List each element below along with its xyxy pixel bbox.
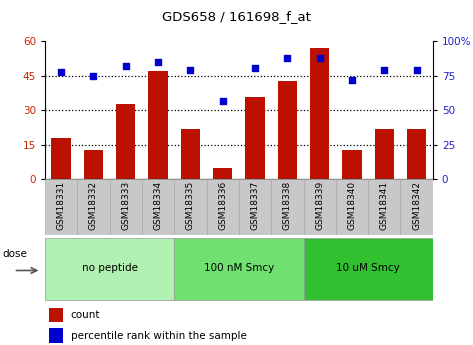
Bar: [368, 179, 401, 235]
Text: GSM18339: GSM18339: [315, 181, 324, 230]
Bar: [84, 149, 103, 179]
Bar: [110, 179, 142, 235]
Text: GSM18340: GSM18340: [348, 181, 357, 230]
Point: [316, 55, 324, 61]
Text: GSM18335: GSM18335: [186, 181, 195, 230]
Bar: [375, 129, 394, 179]
Point: [154, 59, 162, 65]
Text: GSM18331: GSM18331: [57, 181, 66, 230]
Bar: [239, 179, 271, 235]
Point: [57, 69, 65, 75]
Text: GSM18334: GSM18334: [154, 181, 163, 230]
Bar: [45, 238, 174, 300]
Point: [413, 68, 420, 73]
Bar: [174, 238, 304, 300]
Text: 100 nM Smcy: 100 nM Smcy: [204, 263, 274, 273]
Text: percentile rank within the sample: percentile rank within the sample: [70, 331, 246, 341]
Point: [90, 73, 97, 79]
Bar: [304, 179, 336, 235]
Text: GSM18337: GSM18337: [251, 181, 260, 230]
Bar: [142, 179, 174, 235]
Bar: [181, 129, 200, 179]
Point: [251, 65, 259, 70]
Point: [186, 68, 194, 73]
Bar: [304, 238, 433, 300]
Text: count: count: [70, 310, 100, 320]
Text: GSM18342: GSM18342: [412, 181, 421, 230]
Bar: [401, 179, 433, 235]
Bar: [45, 179, 77, 235]
Bar: [310, 48, 329, 179]
Bar: [49, 308, 63, 322]
Text: GSM18338: GSM18338: [283, 181, 292, 230]
Bar: [77, 179, 110, 235]
Text: no peptide: no peptide: [81, 263, 138, 273]
Text: dose: dose: [2, 249, 27, 259]
Point: [284, 55, 291, 61]
Text: GSM18341: GSM18341: [380, 181, 389, 230]
Point: [380, 68, 388, 73]
Point: [122, 63, 130, 69]
Bar: [271, 179, 304, 235]
Bar: [407, 129, 426, 179]
Bar: [342, 149, 362, 179]
Text: GSM18332: GSM18332: [89, 181, 98, 230]
Bar: [116, 104, 135, 179]
Point: [219, 98, 227, 104]
Bar: [207, 179, 239, 235]
Text: 10 uM Smcy: 10 uM Smcy: [336, 263, 400, 273]
Bar: [52, 138, 71, 179]
Bar: [278, 80, 297, 179]
Bar: [245, 97, 265, 179]
Text: GDS658 / 161698_f_at: GDS658 / 161698_f_at: [162, 10, 311, 23]
Bar: [174, 179, 207, 235]
Text: GSM18336: GSM18336: [218, 181, 227, 230]
Bar: [149, 71, 168, 179]
Bar: [213, 168, 232, 179]
Bar: [49, 328, 63, 343]
Point: [348, 77, 356, 83]
Bar: [336, 179, 368, 235]
Text: GSM18333: GSM18333: [121, 181, 130, 230]
